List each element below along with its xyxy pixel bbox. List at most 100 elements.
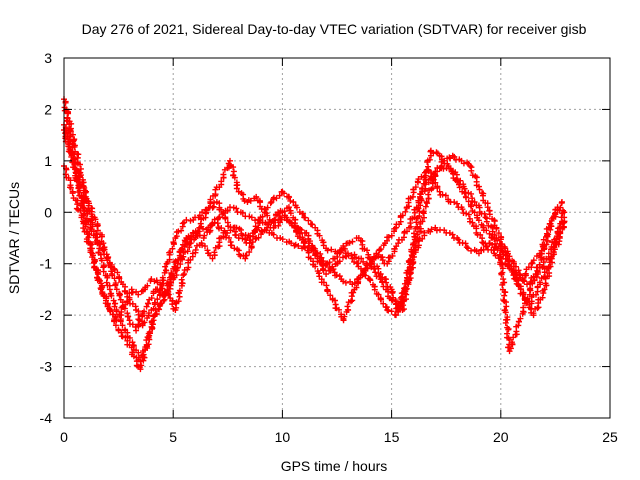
data-point-sample [141, 319, 148, 326]
data-point-sample [77, 161, 84, 168]
data-point-sample [462, 240, 469, 247]
data-point [178, 245, 185, 252]
data-point [137, 358, 144, 365]
data-point-sample [547, 220, 554, 227]
data-point-sample [79, 179, 86, 186]
data-point-sample [468, 203, 475, 210]
data-point-sample [201, 232, 208, 239]
data-point [471, 199, 478, 205]
data-point-sample [476, 186, 483, 193]
data-point-sample [419, 185, 426, 192]
data-point [392, 312, 399, 319]
data-point [104, 301, 111, 308]
data-point-sample [139, 352, 146, 359]
data-point-sample [124, 313, 131, 320]
data-point [248, 214, 255, 221]
data-point-sample [524, 295, 531, 302]
data-point-sample [399, 212, 406, 219]
data-point-sample [501, 292, 508, 299]
data-point-sample [328, 246, 335, 253]
data-point [296, 235, 303, 241]
data-point-sample [293, 204, 300, 211]
data-point-sample [372, 269, 379, 276]
data-point-sample [394, 304, 401, 311]
data-point-sample [247, 236, 254, 243]
data-point-sample [367, 256, 374, 263]
x-tick-label: 0 [60, 429, 68, 445]
data-point-sample [456, 184, 463, 191]
data-point-sample [353, 284, 360, 291]
data-point-sample [155, 305, 162, 312]
data-point-sample [508, 339, 515, 346]
data-point [471, 209, 478, 216]
x-tick-label: 5 [169, 429, 177, 445]
data-point [545, 250, 552, 257]
data-point-sample [273, 195, 280, 202]
data-point [377, 271, 384, 277]
data-point-sample [320, 279, 327, 286]
data-point-sample [241, 197, 248, 204]
data-point-sample [86, 200, 93, 207]
data-point-sample [468, 190, 475, 197]
data-point-sample [419, 218, 426, 225]
data-point [528, 260, 535, 267]
data-point [133, 327, 140, 334]
data-point [323, 271, 330, 277]
data-point-sample [85, 238, 92, 245]
data-point-sample [393, 243, 400, 250]
data-point-sample [503, 303, 510, 310]
data-point-sample [465, 211, 472, 218]
data-point-sample [380, 300, 387, 307]
axis-ticks: 0 5 10 15 20 25 -4 -3 -2 -1 0 1 2 3 [40, 50, 618, 445]
data-point-sample [255, 234, 262, 241]
data-point-sample [116, 292, 123, 299]
data-point-sample [410, 260, 417, 267]
data-point-sample [557, 204, 564, 211]
data-point-sample [517, 315, 524, 322]
data-point-sample [502, 319, 509, 326]
data-point-sample [532, 291, 539, 298]
data-point-sample [175, 298, 182, 305]
data-point-sample [463, 210, 470, 217]
data-point-sample [320, 267, 327, 274]
data-point-sample [218, 225, 225, 232]
grid-lines [64, 58, 610, 418]
data-point-sample [330, 266, 337, 273]
data-point-sample [477, 231, 484, 238]
data-point-sample [422, 203, 429, 210]
data-point-sample [169, 301, 176, 308]
data-point-sample [412, 184, 419, 191]
data-point-sample [175, 228, 182, 235]
data-point-sample [498, 261, 505, 268]
data-point-sample [264, 212, 271, 219]
data-point-sample [264, 204, 271, 211]
data-point-sample [187, 217, 194, 224]
data-point-sample [491, 236, 498, 243]
data-point-sample [178, 276, 185, 283]
data-point-sample [252, 223, 259, 230]
data-point-sample [410, 230, 417, 237]
data-point-sample [86, 208, 93, 215]
data-point-sample [187, 256, 194, 263]
y-axis-label: SDTVAR / TECUs [6, 182, 22, 294]
data-point-sample [216, 214, 223, 221]
data-point-sample [468, 247, 475, 254]
data-point [80, 183, 87, 190]
data-point-sample [530, 310, 537, 317]
data-point-sample [401, 280, 408, 287]
data-point-sample [357, 274, 364, 281]
data-point-sample [515, 267, 522, 274]
data-point-sample [531, 274, 538, 281]
data-point-sample [486, 211, 493, 218]
data-point [349, 255, 356, 262]
data-point-sample [428, 226, 435, 233]
data-point-sample [168, 279, 175, 286]
data-point-sample [463, 244, 470, 251]
data-point [366, 255, 373, 262]
data-point-sample [226, 234, 233, 241]
data-point-sample [144, 300, 151, 307]
data-point-sample [536, 279, 543, 286]
data-point-sample [295, 242, 302, 249]
data-point-sample [113, 286, 120, 293]
